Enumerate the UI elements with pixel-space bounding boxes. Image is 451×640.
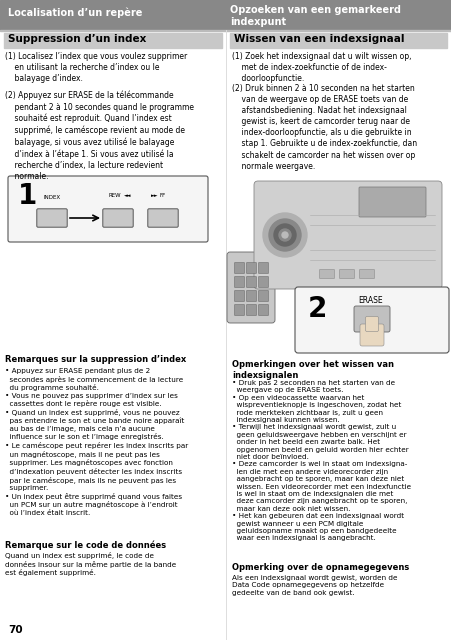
Text: Opmerkingen over het wissen van
indexsignalen: Opmerkingen over het wissen van indexsig…: [232, 360, 394, 380]
FancyBboxPatch shape: [37, 209, 67, 227]
FancyBboxPatch shape: [258, 276, 268, 287]
FancyBboxPatch shape: [8, 176, 208, 242]
Circle shape: [263, 213, 307, 257]
Text: ◄◄: ◄◄: [124, 193, 132, 198]
Bar: [0, 30, 451, 31]
FancyBboxPatch shape: [247, 262, 257, 273]
Text: Remarque sur le code de données: Remarque sur le code de données: [5, 540, 166, 550]
Text: (2) Appuyez sur ERASE de la télécommande
    pendant 2 à 10 secondes quand le pr: (2) Appuyez sur ERASE de la télécommande…: [5, 91, 194, 180]
Text: Remarques sur la suppression d’index: Remarques sur la suppression d’index: [5, 355, 186, 364]
FancyBboxPatch shape: [258, 305, 268, 316]
Bar: [230, 33, 447, 48]
FancyBboxPatch shape: [235, 291, 244, 301]
FancyBboxPatch shape: [227, 252, 275, 323]
FancyBboxPatch shape: [247, 305, 257, 316]
Text: ERASE: ERASE: [358, 296, 382, 305]
Circle shape: [269, 219, 301, 251]
FancyBboxPatch shape: [247, 276, 257, 287]
FancyBboxPatch shape: [359, 187, 426, 217]
FancyBboxPatch shape: [360, 324, 384, 346]
FancyBboxPatch shape: [258, 262, 268, 273]
FancyBboxPatch shape: [254, 181, 442, 289]
Text: (2) Druk binnen 2 à 10 seconden na het starten
    van de weergave op de ERASE t: (2) Druk binnen 2 à 10 seconden na het s…: [232, 84, 417, 171]
Text: Wissen van een indexsignaal: Wissen van een indexsignaal: [234, 34, 405, 44]
FancyBboxPatch shape: [148, 209, 178, 227]
Circle shape: [282, 232, 288, 238]
Text: Opmerking over de opnamegegevens: Opmerking over de opnamegegevens: [232, 563, 409, 572]
FancyBboxPatch shape: [235, 276, 244, 287]
Bar: [0, 0, 451, 30]
FancyBboxPatch shape: [359, 269, 374, 278]
FancyBboxPatch shape: [235, 262, 244, 273]
FancyBboxPatch shape: [319, 269, 335, 278]
Text: • Druk pas 2 seconden na het starten van de
  weergave op de ERASE toets.
• Op e: • Druk pas 2 seconden na het starten van…: [232, 380, 411, 541]
Text: Quand un index est supprimé, le code de
données insour sur la même partie de la : Quand un index est supprimé, le code de …: [5, 552, 176, 577]
Text: 1: 1: [18, 182, 37, 210]
Text: INDEX: INDEX: [43, 195, 60, 200]
Circle shape: [274, 224, 296, 246]
Text: • Appuyez sur ERASE pendant plus de 2
  secondes après le commencement de la lec: • Appuyez sur ERASE pendant plus de 2 se…: [5, 368, 188, 516]
FancyBboxPatch shape: [354, 306, 390, 332]
Text: Opzoeken van een gemarkeerd
indexpunt: Opzoeken van een gemarkeerd indexpunt: [230, 5, 401, 28]
FancyBboxPatch shape: [340, 269, 354, 278]
Text: Suppression d’un index: Suppression d’un index: [8, 34, 147, 44]
Text: Als een indexsignaal wordt gewist, worden de
Data Code opnamegegevens op hetzelf: Als een indexsignaal wordt gewist, worde…: [232, 575, 397, 596]
Text: ►►: ►►: [151, 193, 159, 198]
Text: Localisation d’un repère: Localisation d’un repère: [8, 8, 143, 19]
FancyBboxPatch shape: [295, 287, 449, 353]
FancyBboxPatch shape: [258, 291, 268, 301]
FancyBboxPatch shape: [235, 305, 244, 316]
Bar: [4, 33, 222, 48]
Circle shape: [279, 229, 291, 241]
FancyBboxPatch shape: [103, 209, 133, 227]
Text: (1) Localisez l’index que vous voulez supprimer
    en utilisant la recherche d’: (1) Localisez l’index que vous voulez su…: [5, 52, 187, 83]
Text: 70: 70: [8, 625, 23, 635]
Text: FF: FF: [160, 193, 166, 198]
FancyBboxPatch shape: [365, 317, 378, 332]
Text: REW: REW: [109, 193, 121, 198]
FancyBboxPatch shape: [247, 291, 257, 301]
Text: (1) Zoek het indexsignaal dat u wilt wissen op,
    met de index-zoekfunctie of : (1) Zoek het indexsignaal dat u wilt wis…: [232, 52, 411, 83]
Text: 2: 2: [308, 295, 327, 323]
